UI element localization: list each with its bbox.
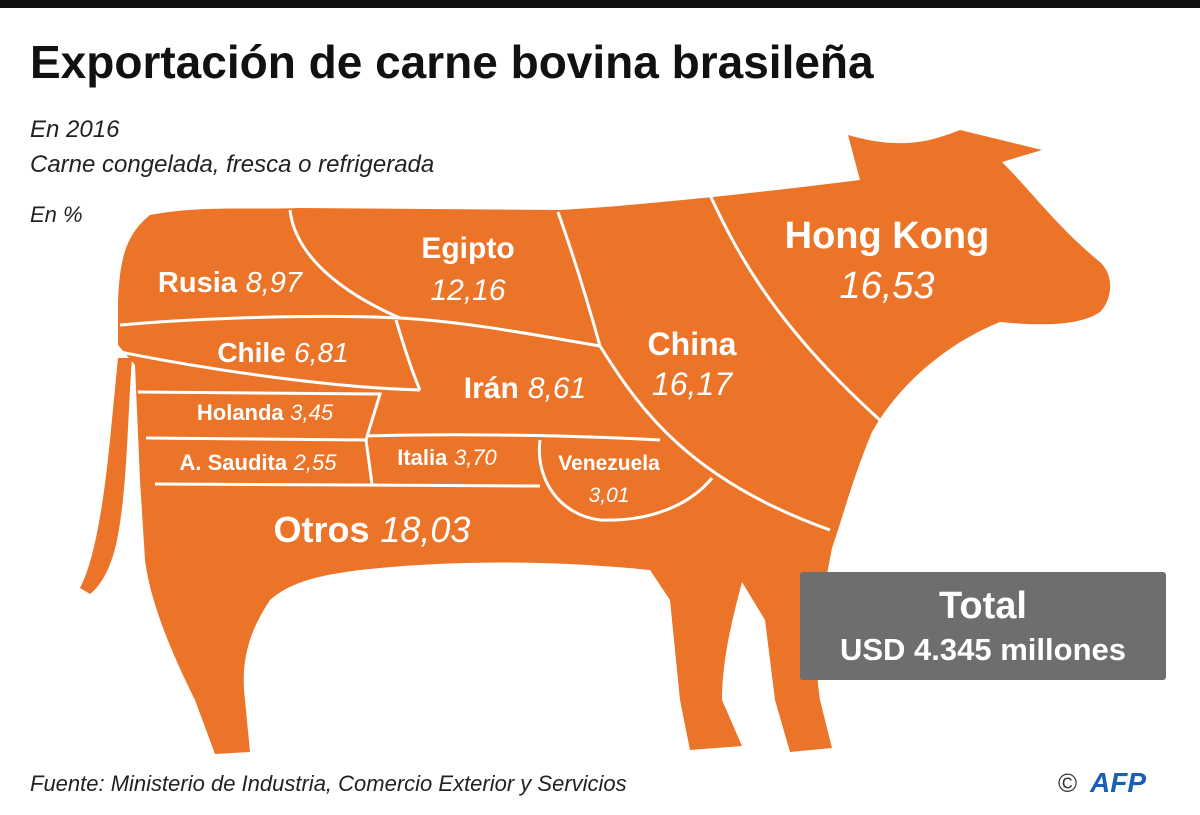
divider [394, 319, 422, 391]
divider [119, 314, 601, 348]
region-name: Otros [274, 509, 370, 550]
region-value: 18,03 [380, 509, 470, 550]
cow-body [118, 130, 1111, 754]
total-box [800, 572, 1166, 680]
credit: © [1058, 768, 1077, 798]
region-value: 3,45 [290, 400, 334, 425]
divider [708, 194, 884, 424]
top-bar [0, 0, 1200, 8]
region-value: 3,01 [589, 484, 630, 507]
divider [288, 209, 401, 320]
region-name: Irán [464, 372, 519, 405]
region-name: Rusia [158, 267, 238, 299]
region-label: Chile 6,81 [217, 337, 348, 368]
region-labels: Rusia 8,97 Egipto 12,16 Hong Kong 16,53 Chile 6… [158, 215, 989, 550]
source: Fuente: Ministerio de Industria, Comerci… [30, 771, 627, 796]
region-label: Holanda 3,45 [197, 400, 334, 425]
region-name: China [648, 326, 737, 362]
cow-tail [80, 358, 132, 594]
region-name: Venezuela [558, 452, 660, 475]
subtitle: En 2016 [30, 116, 120, 143]
region-value: 6,81 [294, 337, 349, 368]
region-value: 8,61 [528, 372, 586, 405]
divider [119, 350, 421, 392]
region-name: Chile [217, 337, 285, 368]
logo: AFP [1089, 767, 1146, 798]
region-label: Otros 18,03 [274, 509, 471, 550]
divider [556, 211, 602, 347]
divider [145, 436, 374, 485]
region-value: 8,97 [246, 267, 304, 299]
region-value: 16,53 [839, 265, 934, 307]
subtitle: Carne congelada, fresca o refrigerada [30, 151, 434, 178]
region-label: Irán 8,61 [464, 372, 586, 405]
divider [598, 345, 831, 532]
dividers [119, 194, 884, 532]
region-value: 3,70 [454, 445, 498, 470]
unit: En % [30, 202, 83, 227]
divider [537, 439, 714, 522]
title: Exportación de carne bovina brasileña [30, 36, 874, 88]
region-label: Italia 3,70 [397, 445, 497, 470]
region-name: Egipto [421, 232, 514, 265]
cow [80, 130, 1111, 754]
divider [137, 390, 383, 441]
region-label: Rusia 8,97 [158, 267, 304, 299]
total-label: Total [939, 585, 1027, 627]
total-value: USD 4.345 millones [840, 632, 1126, 667]
region-name: A. Saudita [179, 450, 287, 475]
region-name: Holanda [197, 400, 285, 425]
region-name: Hong Kong [785, 215, 990, 257]
divider [365, 433, 661, 442]
divider [154, 482, 541, 488]
region-value: 16,17 [652, 366, 733, 402]
region-value: 12,16 [430, 274, 505, 307]
region-value: 2,55 [293, 450, 338, 475]
region-label: A. Saudita 2,55 [179, 450, 337, 475]
region-name: Italia [397, 445, 448, 470]
